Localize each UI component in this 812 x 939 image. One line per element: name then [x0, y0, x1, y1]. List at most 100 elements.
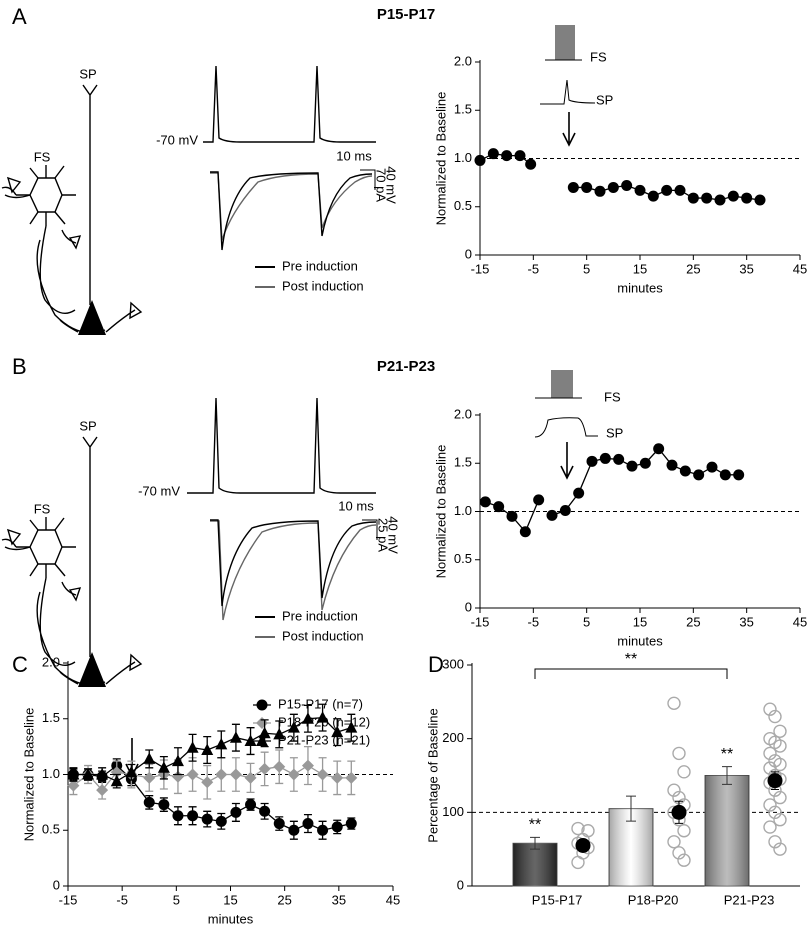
legend-label: P21-P23 (n=21)	[278, 732, 370, 747]
scale-label: 10 ms	[336, 148, 372, 163]
individual-point	[768, 709, 782, 724]
marker	[171, 770, 184, 783]
individual-point	[763, 702, 777, 716]
scale-bar	[362, 519, 378, 540]
marker	[110, 774, 123, 787]
marker	[258, 726, 271, 739]
y-tick-label: 0	[465, 246, 472, 261]
mean-point	[671, 804, 687, 820]
marker	[546, 509, 558, 521]
schematic-label: SP	[79, 418, 96, 433]
individual-point	[667, 783, 681, 797]
x-tick-label: 5	[583, 261, 590, 276]
marker	[741, 192, 753, 204]
marker	[487, 148, 499, 160]
voltage-trace	[203, 65, 376, 143]
post-trace	[210, 172, 373, 241]
x-tick-label: P18-P20	[628, 892, 679, 907]
marker	[273, 818, 285, 830]
x-axis-label: minutes	[208, 911, 254, 926]
marker	[256, 699, 268, 711]
x-tick-label: 45	[793, 614, 807, 629]
x-tick-label: 45	[386, 892, 400, 907]
x-tick-label: P15-P17	[532, 892, 583, 907]
individual-point	[667, 835, 681, 849]
chart-title: P21-P23	[377, 358, 435, 375]
legend-label: Post induction	[282, 278, 364, 293]
schematic	[1, 84, 142, 336]
x-tick-label: 35	[739, 261, 753, 276]
marker	[157, 761, 170, 773]
schematic-label: FS	[34, 501, 51, 516]
marker	[533, 494, 545, 506]
x-tick-label: 15	[223, 892, 237, 907]
marker	[229, 768, 242, 781]
marker	[706, 461, 718, 473]
marker	[143, 752, 156, 764]
individual-point	[763, 761, 777, 775]
marker	[594, 185, 606, 197]
individual-point	[672, 846, 686, 860]
marker	[493, 501, 505, 513]
marker	[514, 150, 526, 162]
marker	[733, 469, 745, 481]
marker	[701, 192, 713, 204]
y-tick-label: 1.5	[42, 710, 60, 725]
y-axis-label: Normalized to Baseline	[433, 92, 448, 226]
marker	[653, 443, 665, 455]
mean-point	[575, 837, 591, 853]
schematic-label: FS	[34, 149, 51, 164]
marker	[230, 806, 242, 818]
individual-point	[768, 805, 782, 820]
marker	[331, 771, 344, 784]
marker	[647, 190, 659, 202]
inset-label: SP	[596, 92, 613, 107]
y-axis-label: Percentage of Baseline	[425, 708, 440, 842]
inset-trace	[540, 79, 596, 105]
marker	[256, 717, 268, 729]
marker	[258, 762, 271, 775]
marker	[559, 505, 571, 517]
panel-label: D	[428, 652, 444, 677]
marker	[82, 768, 95, 780]
x-tick-label: -5	[528, 614, 540, 629]
inset-trace	[545, 25, 582, 61]
x-tick-label: 5	[583, 614, 590, 629]
panel-label: B	[12, 354, 27, 379]
inset-label: FS	[604, 389, 621, 404]
y-tick-label: 0.5	[454, 198, 472, 213]
marker	[599, 452, 611, 464]
marker	[719, 469, 731, 481]
marker	[519, 526, 531, 538]
individual-point	[773, 790, 787, 805]
marker	[259, 805, 271, 817]
marker	[215, 768, 228, 781]
scale-label: 25 pA	[376, 518, 391, 552]
marker	[171, 754, 184, 767]
schematic	[1, 436, 142, 688]
marker	[345, 721, 358, 733]
marker	[186, 768, 199, 781]
marker	[201, 776, 214, 789]
marker	[244, 771, 257, 784]
x-tick-label: 25	[686, 261, 700, 276]
y-tick-label: 2.0	[42, 654, 60, 669]
individual-point	[763, 798, 777, 812]
y-tick-label: 1.0	[454, 503, 472, 518]
marker	[613, 453, 625, 465]
marker	[754, 194, 766, 206]
y-axis-label: Normalized to Baseline	[21, 708, 36, 842]
panel-label: C	[12, 652, 28, 677]
individual-point	[581, 824, 595, 838]
x-tick-label: 5	[173, 892, 180, 907]
individual-point	[677, 853, 691, 867]
inset-trace	[535, 370, 582, 399]
x-tick-label: 15	[633, 261, 647, 276]
individual-point	[672, 746, 686, 761]
marker	[186, 741, 199, 753]
scale-bar	[360, 169, 376, 190]
x-axis-label: minutes	[617, 280, 663, 295]
x-tick-label: -5	[116, 892, 128, 907]
marker	[727, 190, 739, 202]
